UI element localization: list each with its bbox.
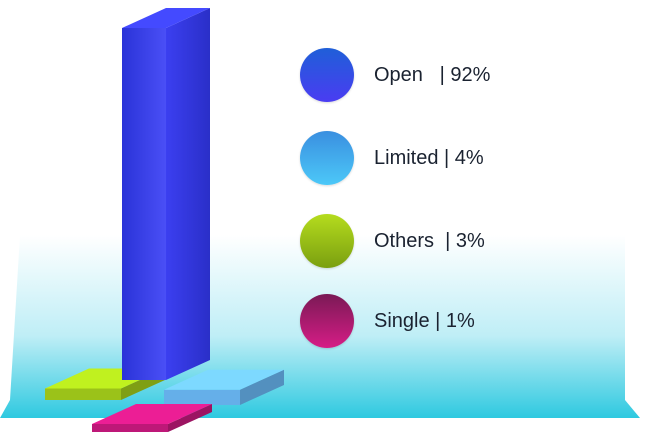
bar-limited-front — [164, 389, 240, 405]
legend-label-single: Single | 1% — [374, 309, 475, 332]
legend-item-open: Open | 92% — [300, 48, 491, 102]
bar-single-top — [92, 404, 212, 424]
legend-label-limited: Limited | 4% — [374, 146, 484, 169]
bar-open-side — [166, 8, 210, 380]
bar-limited — [164, 369, 284, 405]
legend-label-others: Others | 3% — [374, 229, 485, 252]
legend-swatch-limited — [300, 131, 354, 185]
legend-label-open: Open | 92% — [374, 63, 491, 86]
legend-item-others: Others | 3% — [300, 214, 485, 268]
bar-single-front — [92, 424, 168, 432]
legend: Open | 92% Limited | 4% Others | 3% Sing… — [300, 0, 630, 434]
bar-others-front — [45, 388, 121, 400]
bar-single — [92, 404, 212, 432]
bar-limited-top — [164, 369, 284, 390]
bar-single-side — [168, 404, 212, 432]
legend-swatch-single — [300, 294, 354, 348]
legend-item-limited: Limited | 4% — [300, 131, 484, 185]
bar-open-front — [122, 28, 166, 380]
legend-swatch-open — [300, 48, 354, 102]
legend-swatch-others — [300, 214, 354, 268]
bar-open — [122, 8, 210, 380]
bar-limited-side — [240, 369, 284, 405]
bar-open-top — [122, 8, 210, 28]
bars-group — [45, 8, 284, 432]
legend-item-single: Single | 1% — [300, 294, 475, 348]
